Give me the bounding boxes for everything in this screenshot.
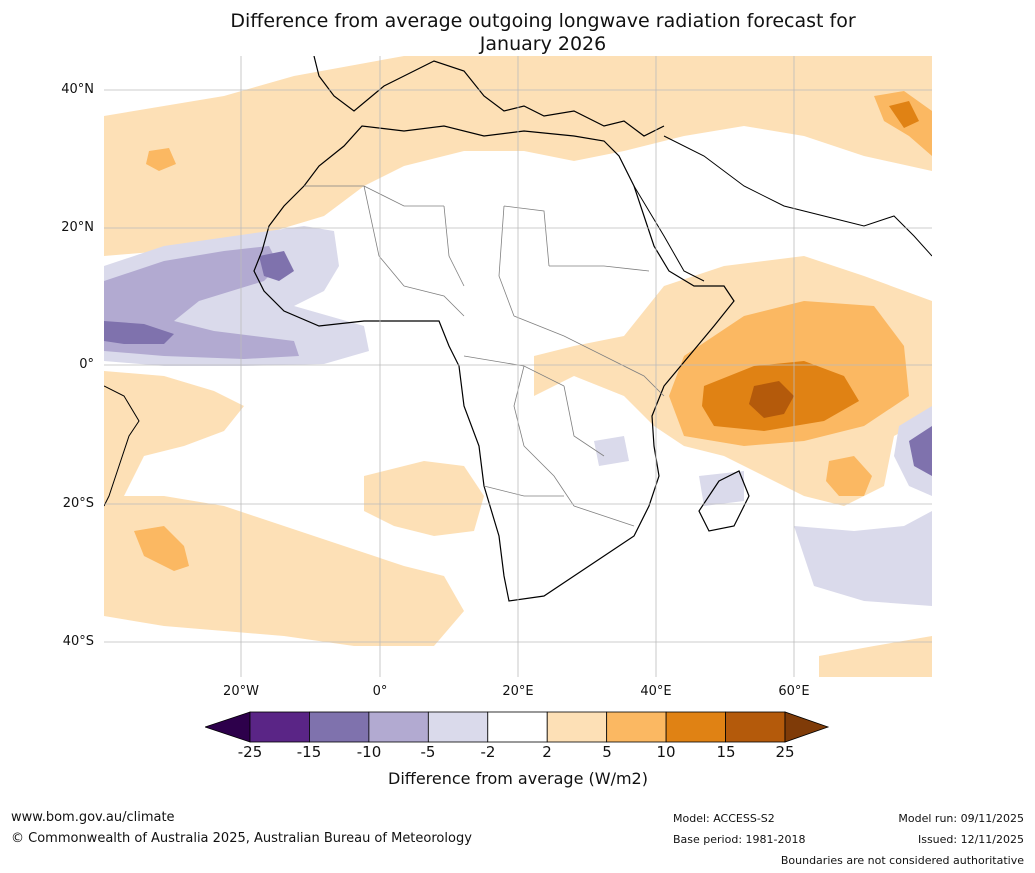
lat-label-40n: 40°N xyxy=(61,82,94,97)
anomaly-east-indian-negative-strong xyxy=(909,426,932,476)
europe-coastline xyxy=(313,55,665,137)
colorbar-tick: -2 xyxy=(480,743,496,761)
anomaly-east-africa-negative xyxy=(594,436,629,466)
footer-website: www.bom.gov.au/climate xyxy=(11,810,175,825)
colorbar-tick: 25 xyxy=(775,743,795,761)
arabia-coastline xyxy=(663,135,933,257)
colorbar-segment xyxy=(309,711,370,743)
colorbar-segment xyxy=(249,711,310,743)
lat-label-40s: 40°S xyxy=(62,634,94,649)
colorbar-tick: -5 xyxy=(420,743,436,761)
lat-label-20s: 20°S xyxy=(62,496,94,511)
lon-label-0: 0° xyxy=(372,684,388,699)
colorbar-segment xyxy=(546,711,608,743)
anomaly-south-indian-negative xyxy=(794,511,932,606)
red-sea-coastline xyxy=(633,185,705,282)
colorbar-tick: 2 xyxy=(542,743,552,761)
anomaly-mozambique-negative xyxy=(699,471,744,506)
anomaly-north-strong xyxy=(889,101,919,128)
anomaly-south-atlantic-moderate xyxy=(134,526,189,571)
colorbar-title: Difference from average (W/m2) xyxy=(388,769,648,788)
colorbar xyxy=(205,711,830,743)
anomaly-atlantic-negative-strong xyxy=(104,321,174,344)
lon-label-20w: 20°W xyxy=(223,684,259,699)
footer-copyright: © Commonwealth of Australia 2025, Austra… xyxy=(11,831,472,846)
anomaly-indian-ocean-peak xyxy=(749,381,794,418)
south-america-coastline xyxy=(103,385,140,507)
footer-issued: Issued: 12/11/2025 xyxy=(917,833,1024,846)
country-borders xyxy=(304,185,665,527)
anomaly-southern-tip-positive xyxy=(819,636,932,677)
map-svg xyxy=(103,55,933,677)
colorbar-segment xyxy=(606,711,667,743)
colorbar-segment xyxy=(725,711,786,743)
colorbar-over-arrow xyxy=(784,711,830,743)
map-panel xyxy=(103,55,933,677)
map-title: Difference from average outgoing longwav… xyxy=(140,10,946,56)
colorbar-tick: -25 xyxy=(237,743,263,761)
colorbar-tick: 15 xyxy=(716,743,736,761)
title-line-2: January 2026 xyxy=(479,33,607,55)
map-gridlines xyxy=(104,56,932,677)
madagascar-coastline xyxy=(698,470,750,532)
colorbar-tick: 10 xyxy=(656,743,676,761)
footer-model: Model: ACCESS-S2 xyxy=(673,812,775,825)
colorbar-tick: -10 xyxy=(356,743,382,761)
colorbar-segments xyxy=(249,711,786,743)
anomaly-south-atlantic-positive xyxy=(104,371,464,646)
colorbar-segment xyxy=(665,711,726,743)
colorbar-tick: 5 xyxy=(602,743,612,761)
colorbar-segment xyxy=(487,711,548,743)
footer-model-run: Model run: 09/11/2025 xyxy=(898,812,1024,825)
anomaly-north-positive xyxy=(104,56,932,256)
lat-label-equator: 0° xyxy=(79,357,94,372)
anomaly-namibia-positive xyxy=(364,461,484,536)
footer-base-period: Base period: 1981-2018 xyxy=(673,833,806,846)
colorbar-segment xyxy=(368,711,429,743)
africa-coastline xyxy=(253,125,735,602)
title-line-1: Difference from average outgoing longwav… xyxy=(230,10,856,32)
lon-label-20e: 20°E xyxy=(502,684,534,699)
anomaly-sahara-spot xyxy=(146,148,176,171)
colorbar-segment xyxy=(427,711,489,743)
footer-disclaimer: Boundaries are not considered authoritat… xyxy=(780,854,1024,867)
lon-label-60e: 60°E xyxy=(778,684,810,699)
anomaly-madagascar-moderate xyxy=(826,456,872,496)
anomaly-gulf-guinea-negative xyxy=(259,251,294,281)
colorbar-tick: -15 xyxy=(296,743,322,761)
colorbar-under-arrow xyxy=(205,711,251,743)
lat-label-20n: 20°N xyxy=(61,220,94,235)
lon-label-40e: 40°E xyxy=(640,684,672,699)
